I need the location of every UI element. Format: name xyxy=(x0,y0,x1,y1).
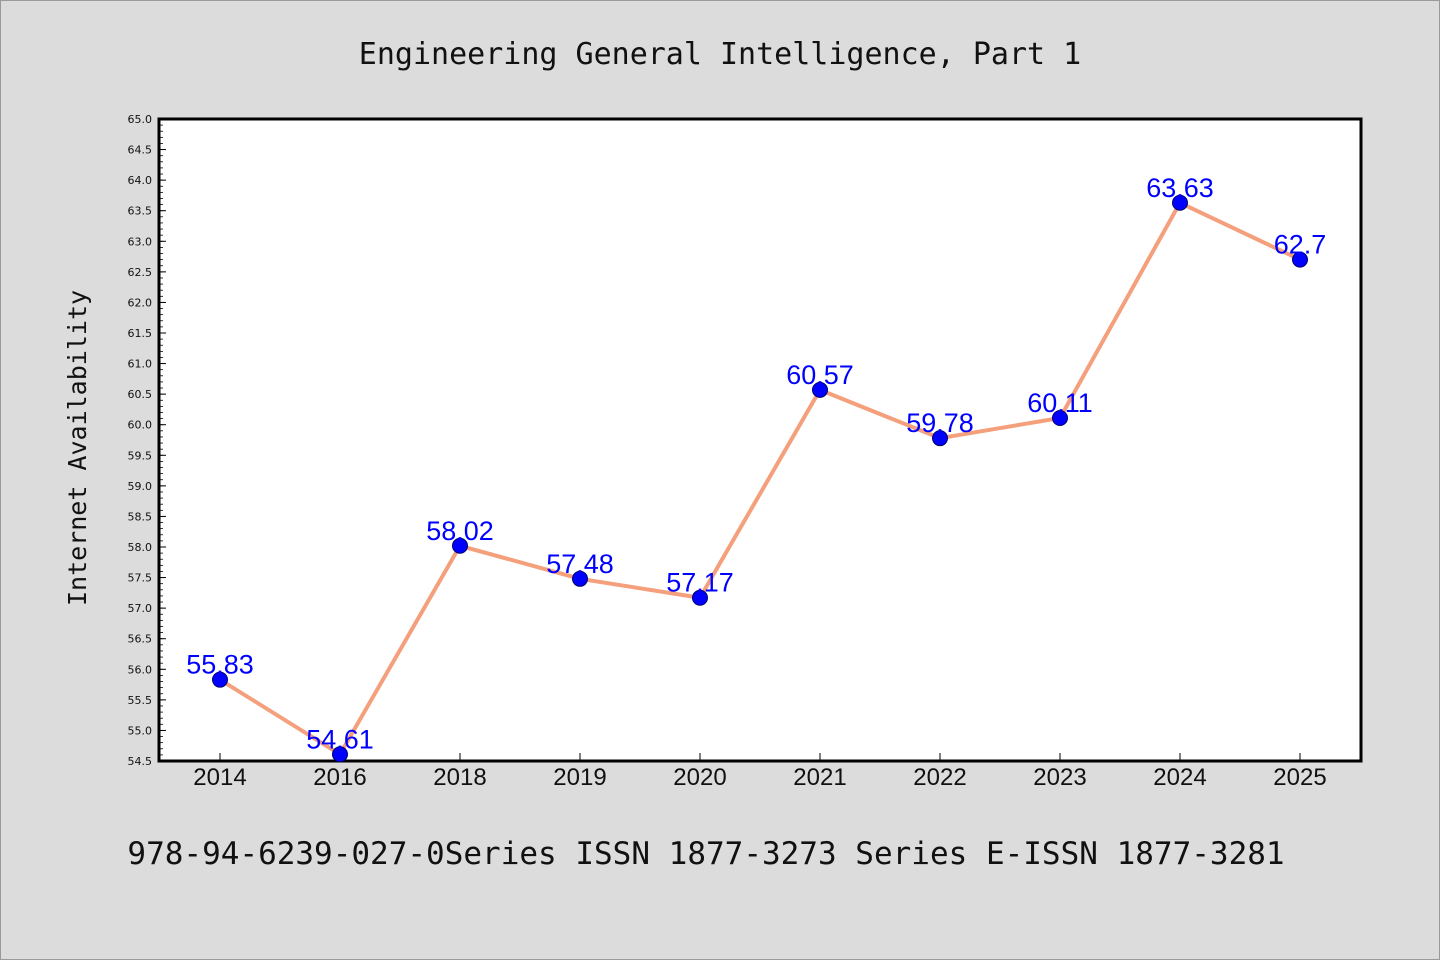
y-tick-label: 64.0 xyxy=(128,174,153,187)
x-tick-label: 2021 xyxy=(793,764,846,791)
data-point xyxy=(1052,409,1068,426)
data-label: 55.83 xyxy=(186,650,254,680)
footer-isbn-text: 978-94-6239-027-0Series ISSN 1877-3273 S… xyxy=(127,836,1284,872)
data-point xyxy=(1292,251,1308,268)
y-tick-label: 62.0 xyxy=(128,296,153,309)
y-tick-label: 60.0 xyxy=(128,419,153,432)
y-tick-label: 55.0 xyxy=(128,724,153,737)
x-tick-label: 2018 xyxy=(433,764,486,791)
data-label: 63.63 xyxy=(1146,173,1214,203)
plot-area xyxy=(157,117,1363,763)
y-axis: 54.5 55.0 55.5 56.0 56.5 57.0 57.5 58.0 58.5 59.0… xyxy=(128,113,166,768)
y-tick-label: 60.5 xyxy=(128,388,153,401)
data-label: 60.57 xyxy=(786,360,854,390)
chart-title: Engineering General Intelligence, Part 1 xyxy=(359,37,1081,72)
x-tick-label: 2019 xyxy=(553,764,606,791)
x-tick-label: 2023 xyxy=(1033,764,1086,791)
y-tick-label: 58.0 xyxy=(128,541,153,554)
data-label: 58.02 xyxy=(426,516,494,546)
data-label: 62.7 xyxy=(1274,230,1327,260)
data-label: 59.78 xyxy=(906,408,974,438)
x-tick-label: 2024 xyxy=(1153,764,1206,791)
data-point xyxy=(332,746,348,763)
y-tick-label: 62.5 xyxy=(128,266,153,279)
y-tick-label: 59.5 xyxy=(128,449,153,462)
series-line xyxy=(218,200,1301,757)
data-label: 54.61 xyxy=(306,724,374,754)
y-tick-label: 58.5 xyxy=(128,510,153,523)
y-tick-label: 54.5 xyxy=(128,755,153,768)
y-tick-label: 63.5 xyxy=(128,205,153,218)
y-tick-label: 61.5 xyxy=(128,327,153,340)
data-point xyxy=(452,537,468,554)
data-point xyxy=(692,589,708,606)
x-axis: 2014 2016 2018 2019 2020 2021 2022 2023 2024 2025 xyxy=(193,753,1327,791)
data-label-layer: 55.83 54.61 58.02 57.48 57.17 60.57 59.78 60.11… xyxy=(186,173,1326,755)
y-tick-label: 64.5 xyxy=(128,144,153,157)
data-point xyxy=(572,570,588,587)
data-label: 57.48 xyxy=(546,549,614,579)
data-point xyxy=(812,381,828,398)
y-tick-label: 59.0 xyxy=(128,480,153,493)
y-tick-label: 61.0 xyxy=(128,358,153,371)
x-tick-label: 2016 xyxy=(313,764,366,791)
data-label: 57.17 xyxy=(666,568,734,598)
y-axis-label: Internet Availability xyxy=(63,290,92,606)
y-tick-label: 57.0 xyxy=(128,602,153,615)
y-tick-label: 65.0 xyxy=(128,113,153,126)
y-tick-label: 56.5 xyxy=(128,633,153,646)
data-point xyxy=(212,671,228,688)
y-tick-label: 55.5 xyxy=(128,694,153,707)
y-tick-label: 63.0 xyxy=(128,235,153,248)
x-tick-label: 2022 xyxy=(913,764,966,791)
y-tick-label: 56.0 xyxy=(128,663,153,676)
data-point xyxy=(932,430,948,447)
x-tick-label: 2020 xyxy=(673,764,726,791)
series-layer xyxy=(212,194,1308,763)
x-tick-label: 2014 xyxy=(193,764,246,791)
data-label: 60.11 xyxy=(1027,388,1093,418)
x-tick-label: 2025 xyxy=(1273,764,1326,791)
y-tick-label: 57.5 xyxy=(128,572,153,585)
data-point xyxy=(1172,194,1188,211)
